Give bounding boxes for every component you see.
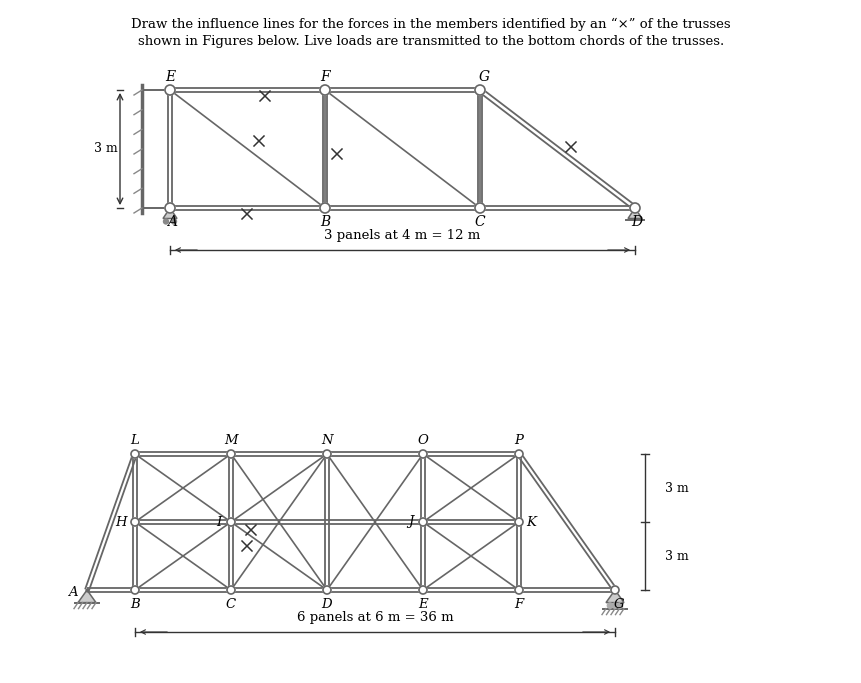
Circle shape [226, 450, 235, 458]
Text: F: F [514, 598, 523, 611]
Text: A: A [167, 215, 177, 229]
Text: B: B [319, 215, 330, 229]
Polygon shape [628, 208, 641, 219]
Text: F: F [319, 70, 330, 84]
Circle shape [319, 85, 330, 95]
Text: C: C [226, 598, 236, 611]
Circle shape [418, 518, 426, 526]
Circle shape [226, 518, 235, 526]
Circle shape [131, 518, 139, 526]
Polygon shape [77, 590, 96, 602]
Circle shape [418, 586, 426, 594]
Text: I: I [216, 516, 221, 529]
Text: A: A [68, 585, 77, 598]
Text: K: K [525, 516, 536, 529]
Circle shape [606, 603, 612, 609]
Circle shape [171, 219, 177, 224]
Circle shape [629, 203, 639, 213]
Circle shape [131, 450, 139, 458]
Text: shown in Figures below. Live loads are transmitted to the bottom chords of the t: shown in Figures below. Live loads are t… [138, 35, 723, 48]
Text: D: D [631, 215, 641, 229]
Circle shape [616, 603, 623, 609]
Text: J: J [408, 516, 413, 529]
Text: 6 panels at 6 m = 36 m: 6 panels at 6 m = 36 m [296, 611, 453, 624]
Text: N: N [321, 434, 332, 447]
Circle shape [610, 586, 618, 594]
Circle shape [164, 219, 168, 224]
Circle shape [319, 203, 330, 213]
Circle shape [514, 586, 523, 594]
Circle shape [514, 450, 523, 458]
Circle shape [418, 450, 426, 458]
Text: B: B [130, 598, 139, 611]
Text: L: L [131, 434, 139, 447]
Circle shape [474, 85, 485, 95]
Text: D: D [321, 598, 332, 611]
Circle shape [131, 586, 139, 594]
Circle shape [474, 203, 485, 213]
Circle shape [323, 586, 331, 594]
Text: 3 panels at 4 m = 12 m: 3 panels at 4 m = 12 m [324, 229, 480, 242]
Polygon shape [605, 590, 623, 602]
Circle shape [611, 603, 617, 609]
Text: M: M [224, 434, 238, 447]
Text: E: E [418, 598, 427, 611]
Text: Draw the influence lines for the forces in the members identified by an “×” of t: Draw the influence lines for the forces … [131, 18, 730, 31]
Circle shape [226, 586, 235, 594]
Text: 3 m: 3 m [664, 482, 688, 494]
Text: G: G [478, 70, 489, 84]
Text: O: O [417, 434, 428, 447]
Text: C: C [474, 215, 485, 229]
Circle shape [514, 518, 523, 526]
Circle shape [164, 203, 175, 213]
Text: 3 m: 3 m [94, 143, 118, 156]
Text: 3 m: 3 m [664, 550, 688, 563]
Text: P: P [514, 434, 523, 447]
Text: E: E [164, 70, 175, 84]
Polygon shape [163, 208, 177, 219]
Circle shape [164, 85, 175, 95]
Text: H: H [115, 516, 127, 529]
Text: G: G [613, 598, 623, 611]
Circle shape [323, 450, 331, 458]
